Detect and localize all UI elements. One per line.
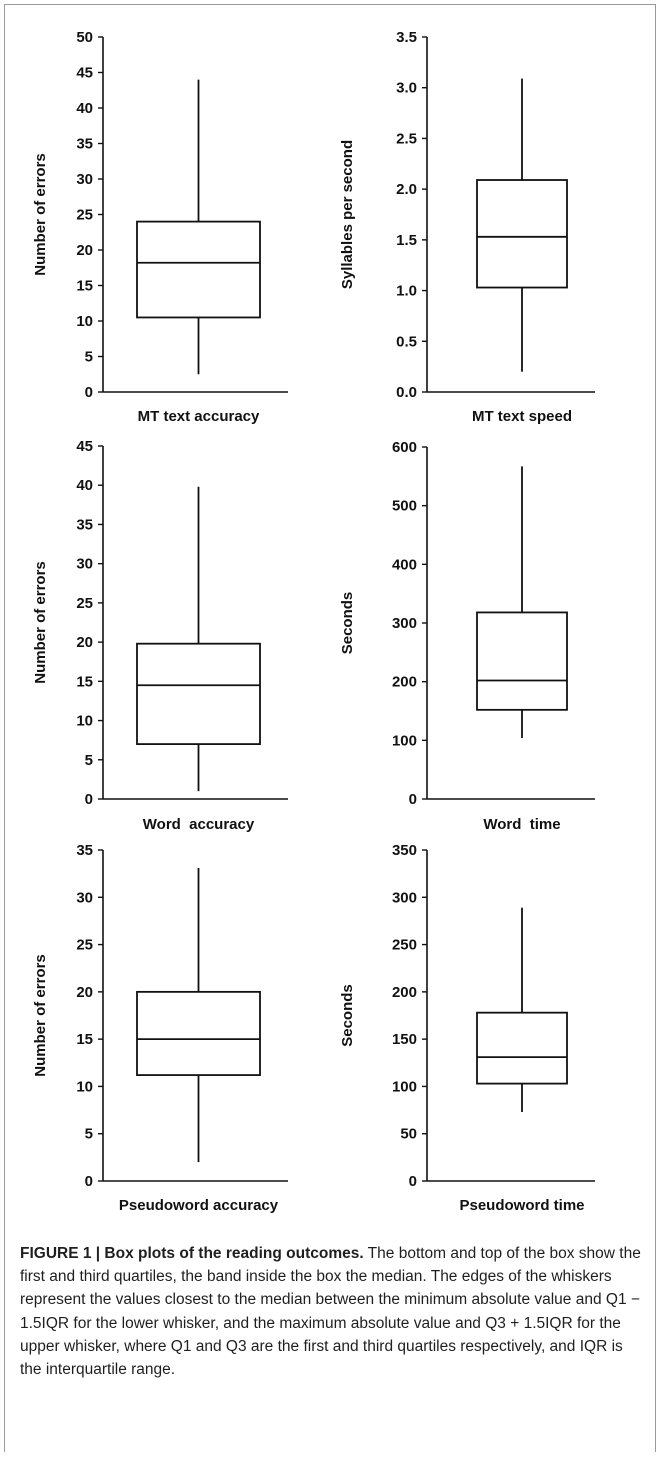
y-tick-label: 0 [409,791,417,808]
box-plot-panel-6: 0 50 100 150 200 250 300 350 Pseudoword time Seco… [339,842,595,1214]
y-tick-label: 10 [76,313,93,330]
y-tick-label: 1.0 [396,283,417,300]
y-tick-label: 25 [76,595,93,612]
y-tick-label: 200 [392,674,417,691]
box-plot-panel-5: 0 5 10 15 20 25 30 35 Pseudoword accuracy Number … [32,842,288,1214]
y-tick-label: 0.5 [396,333,417,350]
iqr-box [476,1011,568,1085]
y-tick-label: 30 [76,171,93,188]
y-tick-label: 10 [76,1078,93,1095]
y-tick-label: 50 [400,1126,417,1143]
y-tick-label: 500 [392,498,417,515]
y-tick-label: 300 [392,615,417,632]
figure-caption: FIGURE 1 | Box plots of the reading outc… [20,1242,646,1381]
box-plot-panel-3: 0 5 10 15 20 25 30 35 40 45 Word accuracy Number of… [32,438,288,833]
y-tick-label: 20 [76,242,93,259]
iqr-box [476,179,568,289]
y-tick-label: 0 [85,1173,93,1190]
y-tick-label: 0 [85,791,93,808]
y-tick-label: 30 [76,556,93,573]
x-axis-title: Word time [483,816,560,833]
y-tick-label: 5 [85,752,93,769]
y-tick-label: 2.5 [396,130,417,147]
y-tick-label: 200 [392,984,417,1001]
y-axis-title: Number of errors [32,561,49,684]
figure-frame [4,4,656,1452]
y-tick-label: 250 [392,937,417,954]
y-tick-label: 15 [76,673,93,690]
box-plot-panel-1: 0 5 10 15 20 25 30 35 40 45 50 MT text accuracy Numb… [32,29,288,425]
y-tick-label: 15 [76,1031,93,1048]
y-tick-label: 600 [392,439,417,456]
y-axis-title: Syllables per second [339,140,356,289]
y-tick-label: 40 [76,100,93,117]
y-tick-label: 20 [76,984,93,1001]
y-tick-label: 100 [392,1078,417,1095]
x-axis-title: Word accuracy [143,816,255,833]
y-tick-label: 35 [76,136,93,153]
y-tick-label: 30 [76,889,93,906]
y-tick-label: 25 [76,937,93,954]
x-axis-title: MT text accuracy [138,408,260,425]
y-tick-label: 35 [76,516,93,533]
caption-title: FIGURE 1 | Box plots of the reading outc… [20,1245,364,1262]
iqr-box [136,642,261,745]
y-tick-label: 45 [76,65,93,82]
y-axis-title: Number of errors [32,153,49,276]
y-tick-label: 3.0 [396,80,417,97]
y-tick-label: 5 [85,1126,93,1143]
y-tick-label: 45 [76,438,93,455]
y-axis-title: Seconds [339,984,356,1047]
y-tick-label: 0 [85,384,93,401]
y-axis-title: Number of errors [32,954,49,1077]
x-axis-title: Pseudoword time [459,1197,584,1214]
y-tick-label: 300 [392,889,417,906]
y-tick-label: 40 [76,477,93,494]
iqr-box [476,611,568,711]
y-tick-label: 0.0 [396,384,417,401]
y-tick-label: 150 [392,1031,417,1048]
y-tick-label: 3.5 [396,29,417,46]
y-tick-label: 5 [85,349,93,366]
iqr-box [136,220,261,319]
y-tick-label: 10 [76,713,93,730]
y-tick-label: 0 [409,1173,417,1190]
x-axis-title: Pseudoword accuracy [119,1197,279,1214]
y-tick-label: 100 [392,732,417,749]
iqr-box [136,990,261,1076]
caption-text: The bottom and top of the box show the f… [20,1245,641,1379]
box-plot-panel-2: 0.0 0.5 1.0 1.5 2.0 2.5 3.0 3.5 MT text speed Syl… [339,29,595,425]
y-tick-label: 15 [76,278,93,295]
y-tick-label: 20 [76,634,93,651]
y-tick-label: 25 [76,207,93,224]
y-tick-label: 1.5 [396,232,417,249]
y-tick-label: 50 [76,29,93,46]
x-axis-title: MT text speed [472,408,572,425]
y-tick-label: 350 [392,842,417,859]
y-tick-label: 400 [392,556,417,573]
y-axis-title: Seconds [339,592,356,655]
box-plot-panel-4: 0 100 200 300 400 500 600 Word time Seconds [339,439,595,833]
y-tick-label: 2.0 [396,181,417,198]
y-tick-label: 35 [76,842,93,859]
